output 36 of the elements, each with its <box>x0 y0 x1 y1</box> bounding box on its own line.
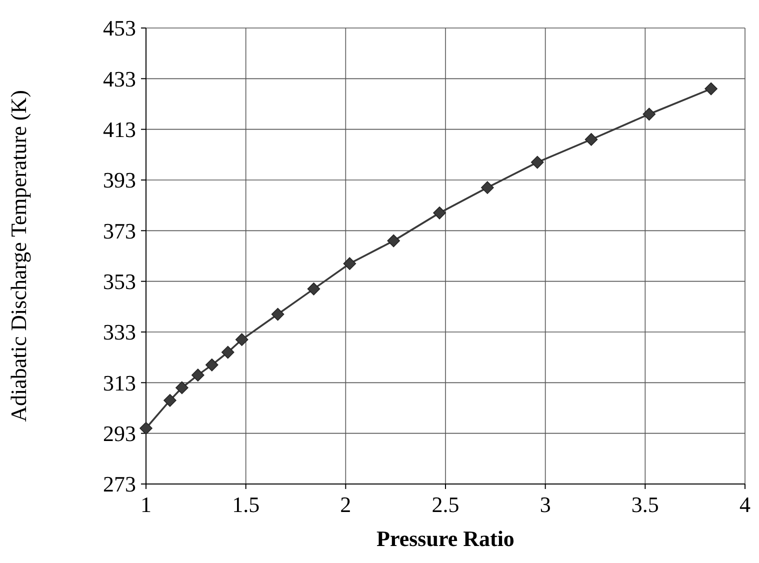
x-axis-title: Pressure Ratio <box>376 526 514 551</box>
x-tick-label: 3.5 <box>631 492 659 517</box>
point <box>176 381 188 394</box>
point <box>387 234 400 248</box>
point <box>481 181 494 194</box>
point <box>205 358 218 372</box>
x-tick-label: 2.5 <box>432 492 460 517</box>
point <box>271 308 284 321</box>
y-axis-title: Adiabatic Discharge Temperature (K) <box>6 90 31 422</box>
y-tick-label: 313 <box>103 370 136 396</box>
x-tick-label: 1.5 <box>232 492 260 517</box>
y-tick-label: 353 <box>103 269 136 294</box>
point <box>584 133 598 146</box>
x-tick-label: 3 <box>540 492 551 517</box>
y-tick-label: 293 <box>103 421 136 446</box>
y-tick-label: 273 <box>103 472 136 497</box>
point <box>530 156 544 169</box>
point <box>140 422 152 435</box>
y-tick-label: 373 <box>103 218 136 244</box>
point <box>343 257 356 270</box>
x-tick-label: 4 <box>740 492 750 517</box>
point <box>433 206 446 220</box>
y-tick-label: 433 <box>103 66 136 92</box>
point <box>221 346 234 359</box>
point <box>704 82 718 96</box>
y-tick-label: 453 <box>103 16 136 41</box>
point <box>192 368 204 382</box>
point <box>307 282 320 296</box>
x-tick-label: 1 <box>140 492 152 517</box>
y-tick-label: 413 <box>103 117 136 142</box>
point <box>164 394 176 407</box>
y-tick-label: 393 <box>103 168 136 193</box>
point <box>642 108 656 121</box>
y-tick-label: 333 <box>103 320 136 345</box>
point <box>235 333 248 346</box>
x-tick-label: 2 <box>340 492 352 517</box>
